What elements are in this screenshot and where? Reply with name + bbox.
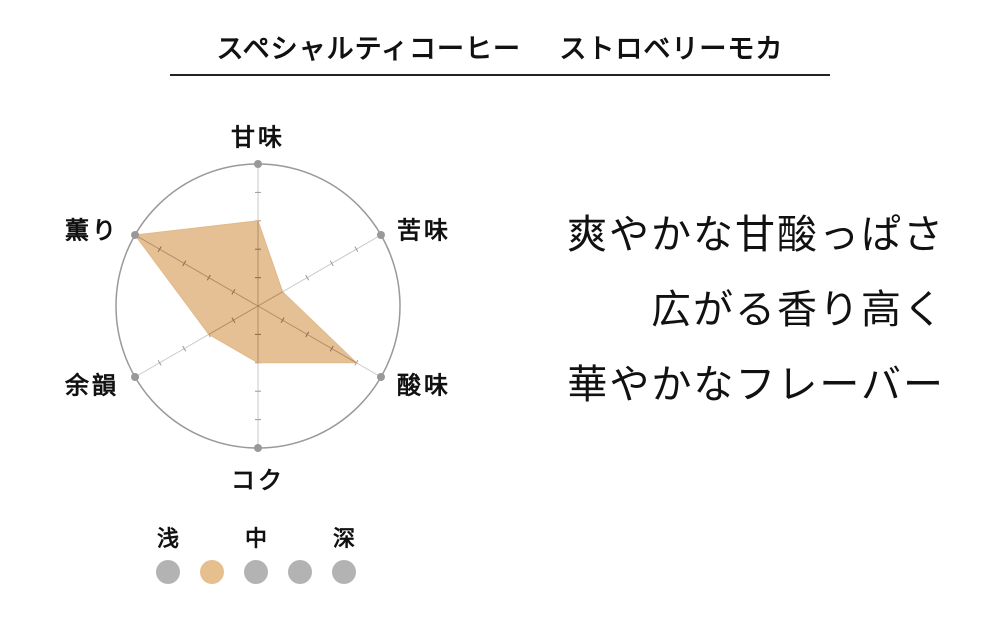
radar-axis-line <box>134 234 259 307</box>
radar-axis-endpoint <box>254 444 262 452</box>
radar-axis-line <box>208 305 259 335</box>
radar-axis-line <box>257 291 283 307</box>
radar-axis-line <box>257 305 357 364</box>
roast-level-dot-selected <box>200 560 224 584</box>
description-line: 広がる香り高く <box>651 287 945 333</box>
axis-label-bitterness: 苦味 <box>397 216 451 245</box>
radar-axis-endpoint <box>131 231 140 239</box>
radar-axis-endpoint <box>376 231 385 239</box>
axis-label-body: コク <box>231 466 285 495</box>
roast-level-dot <box>244 560 268 584</box>
radar-tick <box>329 260 334 267</box>
roast-level-dot <box>288 560 312 584</box>
radar-tick <box>157 359 162 366</box>
radar-chart <box>115 160 401 452</box>
axis-label-aftertaste: 余韻 <box>65 371 119 400</box>
radar-data-polygon <box>134 220 358 364</box>
radar-axis-endpoint <box>131 373 140 381</box>
tasting-description: 爽やかな甘酸っぱさ 広がる香り高く 華やかなフレーバー <box>567 198 945 423</box>
page-title: スペシャルティコーヒー ストロベリーモカ <box>170 30 830 76</box>
description-line: 華やかなフレーバー <box>567 362 945 408</box>
roast-level-dot <box>332 560 356 584</box>
radar-axis-endpoint <box>254 160 262 168</box>
axis-label-acidity: 酸味 <box>397 371 451 400</box>
radar-tick <box>305 274 310 281</box>
axis-label-aroma: 薫り <box>65 216 119 245</box>
description-line: 爽やかな甘酸っぱさ <box>567 212 945 258</box>
roast-label-light: 浅 <box>156 527 180 552</box>
roast-level-dot <box>156 560 180 584</box>
roast-label-medium: 中 <box>244 527 268 552</box>
radar-tick <box>354 246 359 253</box>
axis-label-sweetness: 甘味 <box>231 123 285 152</box>
radar-tick <box>182 345 187 352</box>
radar-axis-endpoint <box>376 373 385 381</box>
roast-label-dark: 深 <box>332 527 356 552</box>
